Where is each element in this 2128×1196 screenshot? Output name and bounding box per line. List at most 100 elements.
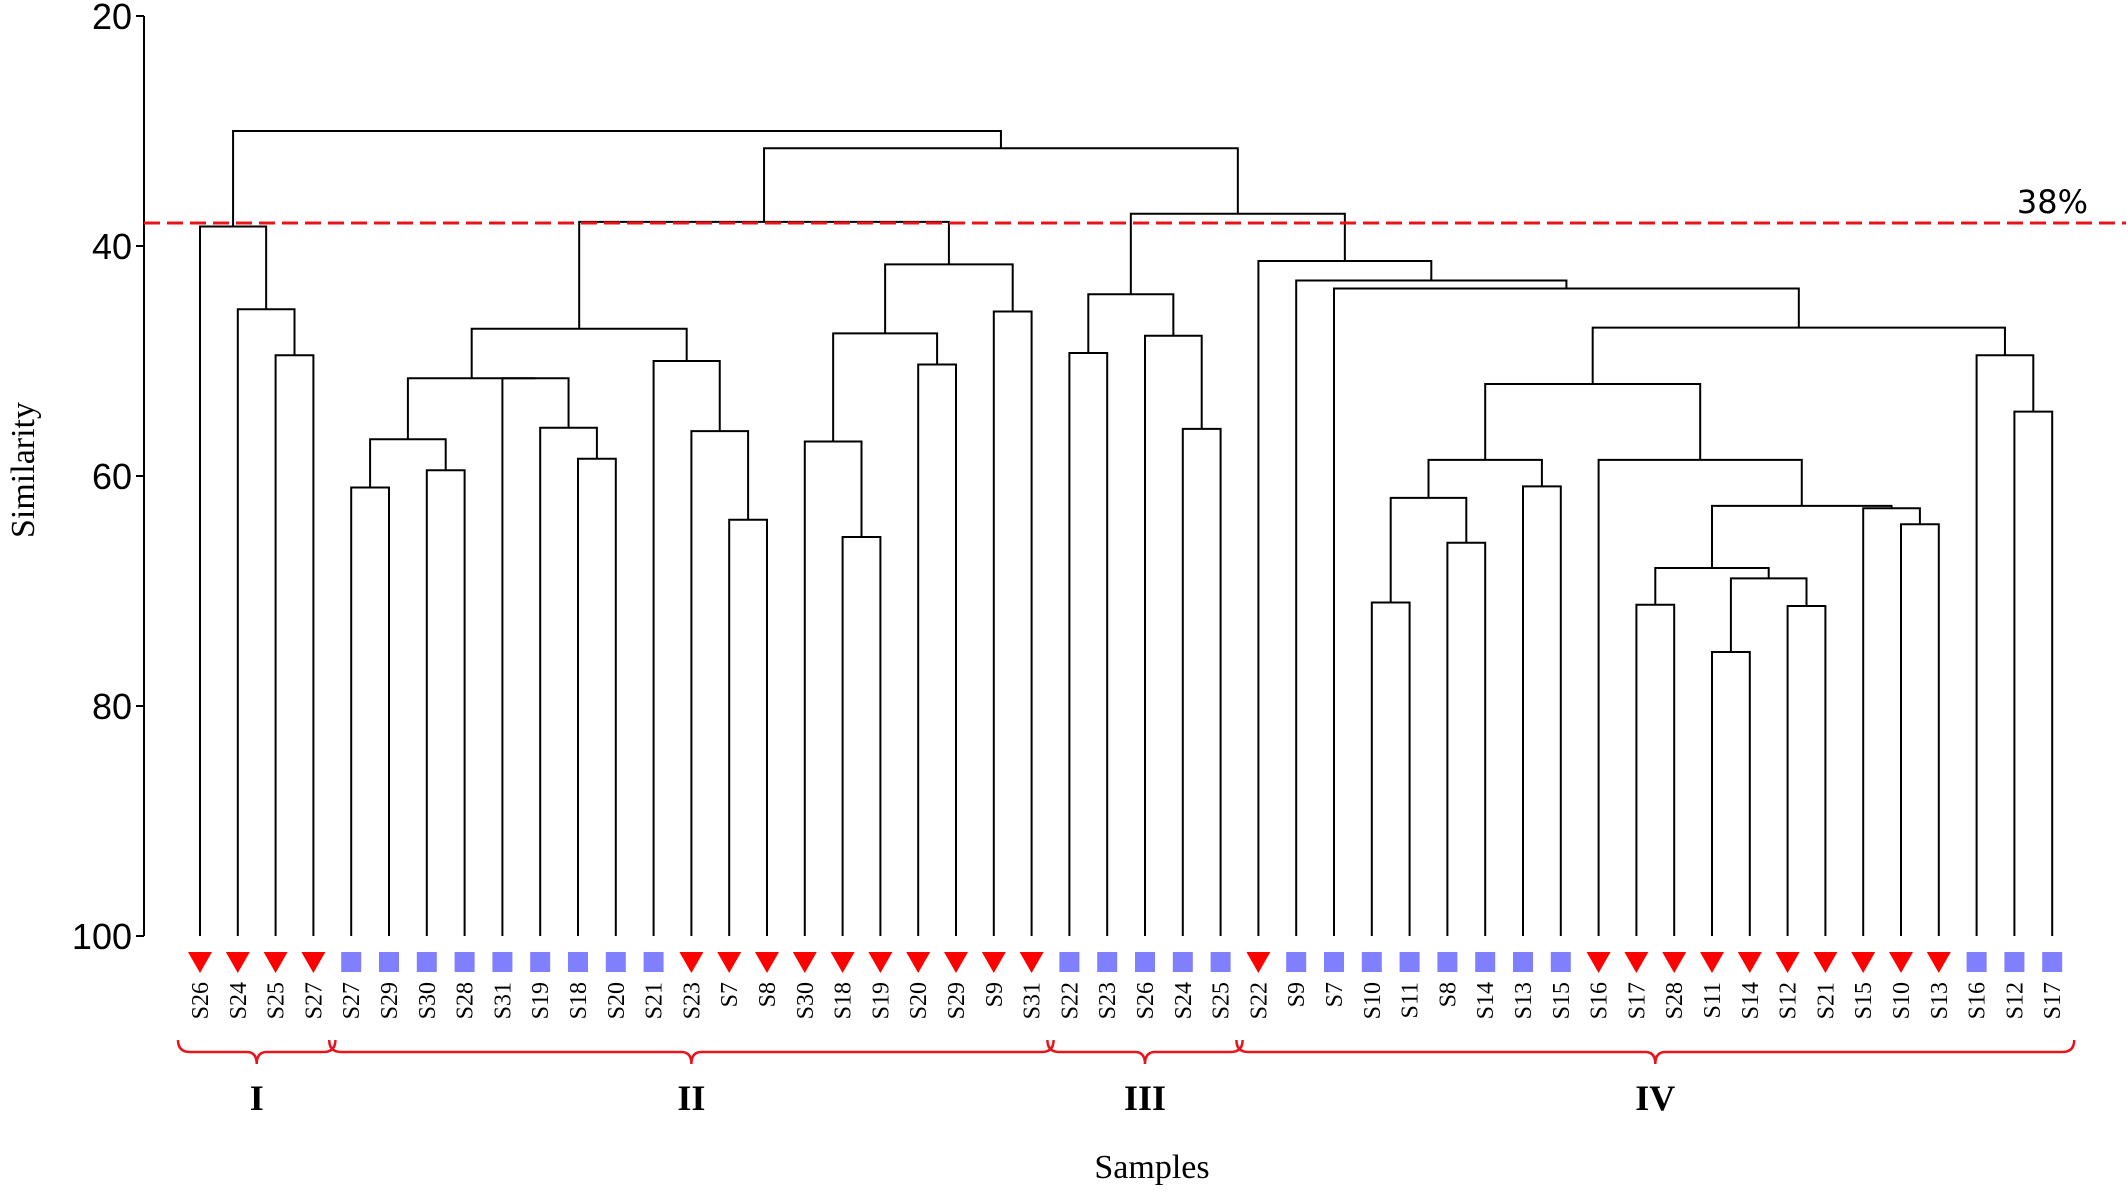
triangle-marker (679, 952, 704, 973)
square-marker (1324, 952, 1344, 972)
dendrogram-branch (1786, 604, 1827, 936)
y-tick-label: 60 (92, 456, 132, 497)
sample-label: S24 (1171, 982, 1197, 1019)
cluster-groups: I II III IV (176, 1039, 2076, 1118)
dendrogram-branch (539, 426, 598, 936)
sample-label: S22 (1246, 982, 1272, 1019)
sample-label: S15 (1549, 982, 1575, 1019)
sample-label: S7 (1322, 982, 1348, 1007)
triangle-marker (792, 952, 817, 973)
sample-label: S18 (831, 982, 857, 1019)
square-marker (530, 952, 551, 972)
sample-label: S31 (490, 982, 516, 1019)
dendrogram-branch (728, 518, 768, 936)
dendrogram-branch (832, 332, 939, 442)
triangle-marker (868, 952, 893, 973)
square-marker (568, 952, 588, 972)
dendrogram-branch (763, 147, 1239, 222)
sample-label: S13 (1511, 982, 1537, 1019)
sample-label: S11 (1398, 982, 1424, 1018)
sample-label: S20 (906, 982, 932, 1019)
square-marker (1135, 952, 1155, 972)
square-marker (1361, 952, 1382, 972)
square-marker (416, 952, 437, 972)
square-marker (2004, 952, 2025, 972)
sample-label: S20 (604, 982, 630, 1019)
sample-label: S23 (679, 982, 705, 1019)
dendrogram-branch (1597, 458, 1803, 936)
square-marker (1550, 952, 1571, 972)
sample-label: S8 (1435, 982, 1461, 1007)
sample-label: S14 (1738, 982, 1764, 1019)
sample-label: S25 (1209, 982, 1235, 1019)
square-marker (1059, 952, 1080, 972)
triangle-marker (1813, 952, 1838, 973)
dendrogram-branch (350, 486, 390, 936)
dendrogram-branch (369, 438, 447, 488)
sample-label: S27 (301, 982, 327, 1019)
triangle-marker (755, 952, 779, 973)
y-tick-label: 20 (92, 0, 132, 37)
dendrogram-branch (1389, 496, 1468, 603)
dendrogram-branch (1900, 523, 1940, 936)
sample-label: S21 (642, 982, 668, 1019)
sample-label: S22 (1057, 982, 1083, 1019)
dendrogram-branch (406, 377, 536, 440)
dendrogram-branch (1654, 567, 1770, 605)
sample-label: S10 (1889, 982, 1915, 1019)
square-marker (379, 952, 399, 972)
dendrogram-branch (501, 377, 570, 936)
square-marker (605, 952, 626, 972)
sample-label: S23 (1095, 982, 1121, 1019)
triangle-marker (1019, 952, 1044, 973)
dendrogram-branch (1446, 541, 1487, 936)
dendrogram-branch (1591, 326, 2006, 384)
x-axis-title: Samples (1094, 1149, 1209, 1186)
dendrogram-branch (1729, 577, 1808, 652)
dendrogram-branch (1181, 427, 1222, 936)
triangle-marker (263, 952, 288, 973)
group-label: I (250, 1078, 264, 1118)
sample-label: S8 (755, 982, 781, 1007)
group-label: II (677, 1078, 705, 1118)
sample-label: S28 (453, 982, 479, 1019)
group-bracket (176, 1039, 337, 1065)
group-bracket (327, 1039, 1055, 1065)
dendrogram-branch (2013, 410, 2054, 936)
dendrogram-branch (1711, 504, 1893, 568)
y-axis: 20 40 60 80 100 (72, 0, 145, 957)
square-marker (1172, 952, 1193, 972)
square-marker (454, 952, 475, 972)
triangle-marker (1926, 952, 1951, 973)
dendrogram-branch (236, 308, 296, 936)
sample-label: S31 (1020, 982, 1046, 1019)
triangle-marker (1775, 952, 1800, 973)
triangle-marker (1851, 952, 1876, 973)
dendrogram-branch (1295, 279, 1568, 936)
sample-label: S29 (944, 982, 970, 1019)
sample-label: S17 (1624, 982, 1650, 1019)
dendrogram-branch (841, 535, 882, 936)
triangle-marker (1246, 952, 1271, 973)
dendrogram-branch (803, 440, 863, 936)
sample-label: S30 (415, 982, 441, 1019)
square-marker (1475, 952, 1496, 972)
triangle-marker (944, 952, 968, 973)
triangle-marker (830, 952, 855, 973)
square-marker (1966, 952, 1987, 972)
sample-label: S18 (566, 982, 592, 1019)
sample-label: S10 (1360, 982, 1386, 1019)
dendrogram-branch (1484, 383, 1702, 460)
sample-label: S9 (1284, 982, 1310, 1007)
dendrogram-branch (577, 457, 617, 936)
triangle-marker (1889, 952, 1913, 973)
sample-label: S19 (868, 982, 894, 1019)
sample-label: S15 (1851, 982, 1877, 1019)
square-marker (1286, 952, 1307, 972)
dendrogram-branch (274, 354, 315, 936)
dendrogram-branch (199, 225, 268, 936)
dendrogram-branch (232, 130, 1002, 227)
sample-label: S26 (1133, 982, 1159, 1019)
y-tick-label: 80 (92, 686, 132, 727)
dendrogram-branch (1129, 212, 1346, 295)
